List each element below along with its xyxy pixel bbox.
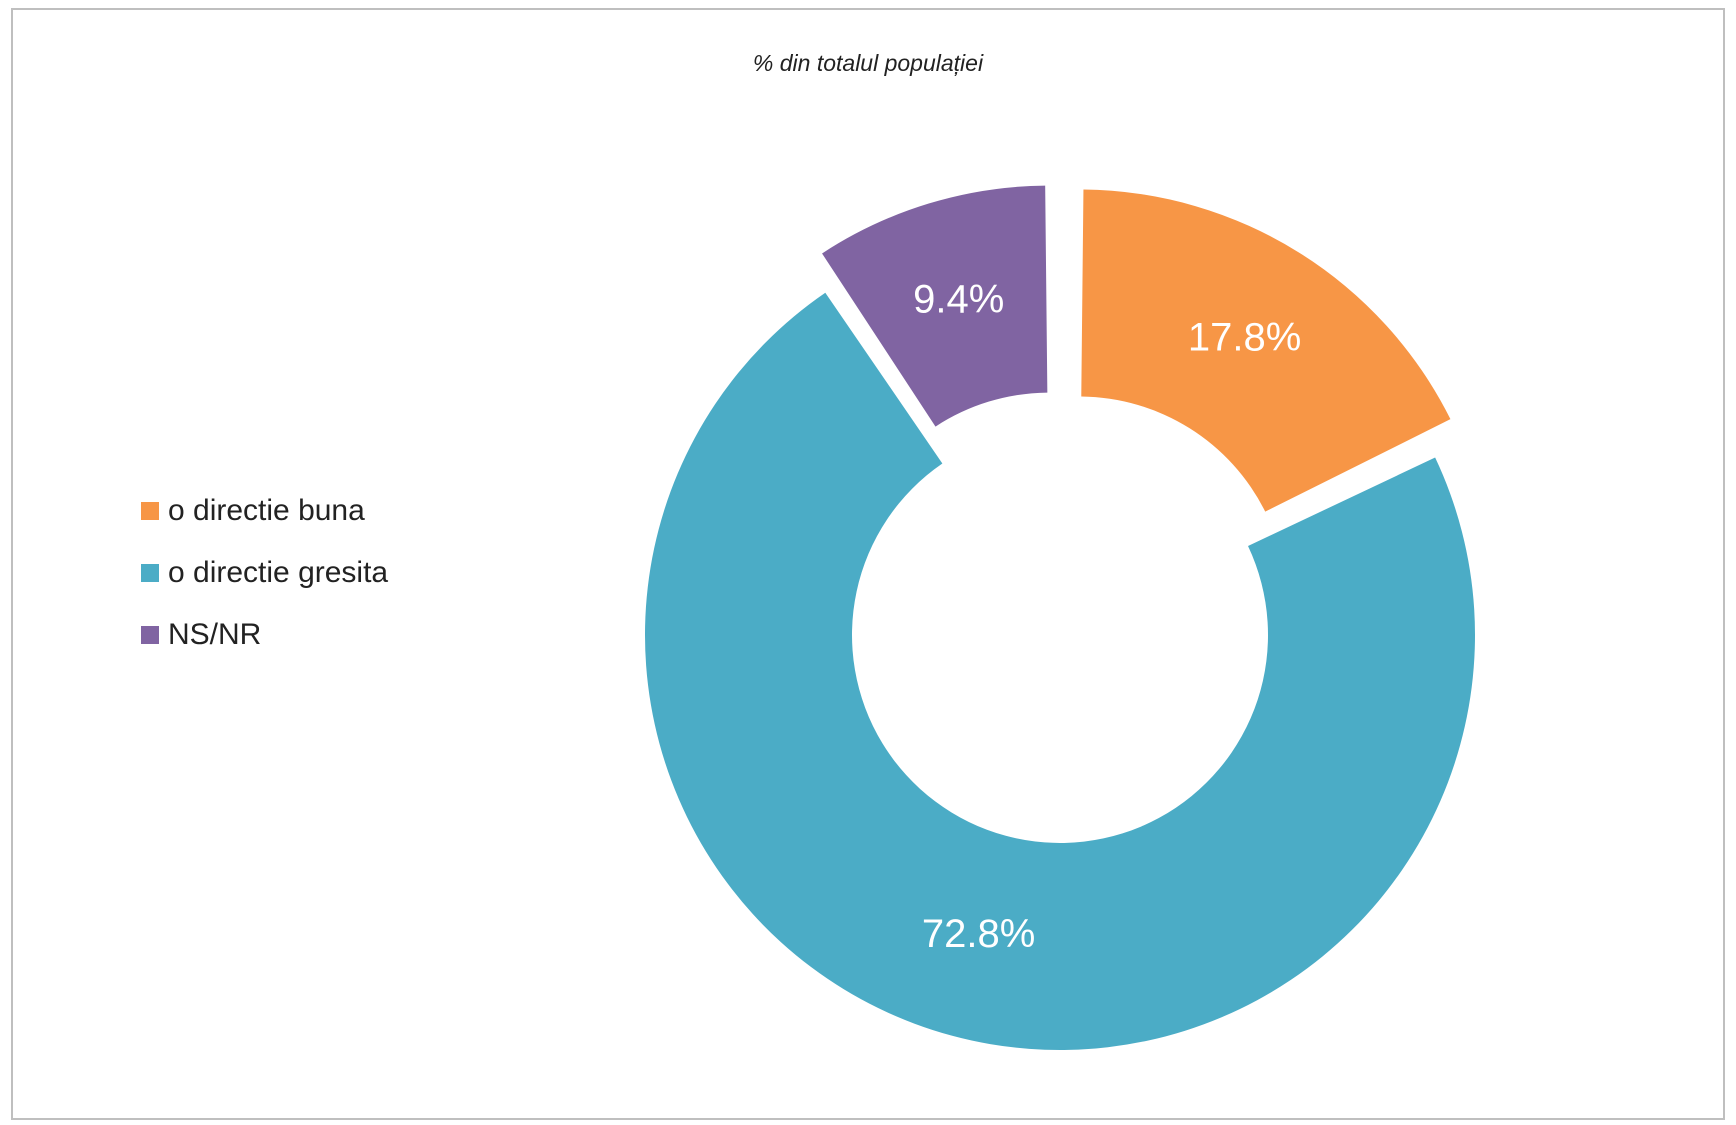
- slice-buna: [1081, 189, 1451, 512]
- legend-item-buna: o directie buna: [141, 480, 388, 542]
- slice-gresita: [645, 292, 1475, 1050]
- legend-item-gresita: o directie gresita: [141, 542, 388, 604]
- legend-label-buna: o directie buna: [168, 494, 365, 527]
- chart-title: % din totalul populației: [752, 50, 984, 76]
- legend-label-nsnr: NS/NR: [168, 618, 262, 651]
- legend-label-gresita: o directie gresita: [168, 556, 389, 589]
- slice-gresita-label: 72.8%: [922, 912, 1035, 956]
- legend-swatch-buna: [141, 502, 159, 520]
- slice-nsnr: [822, 185, 1048, 427]
- slice-nsnr-label: 9.4%: [913, 278, 1004, 322]
- legend-swatch-gresita: [141, 564, 159, 582]
- legend-swatch-nsnr: [141, 626, 159, 644]
- slice-buna-label: 17.8%: [1188, 316, 1301, 360]
- legend-item-nsnr: NS/NR: [141, 604, 388, 666]
- legend: o directie buna o directie gresita NS/NR: [141, 480, 388, 666]
